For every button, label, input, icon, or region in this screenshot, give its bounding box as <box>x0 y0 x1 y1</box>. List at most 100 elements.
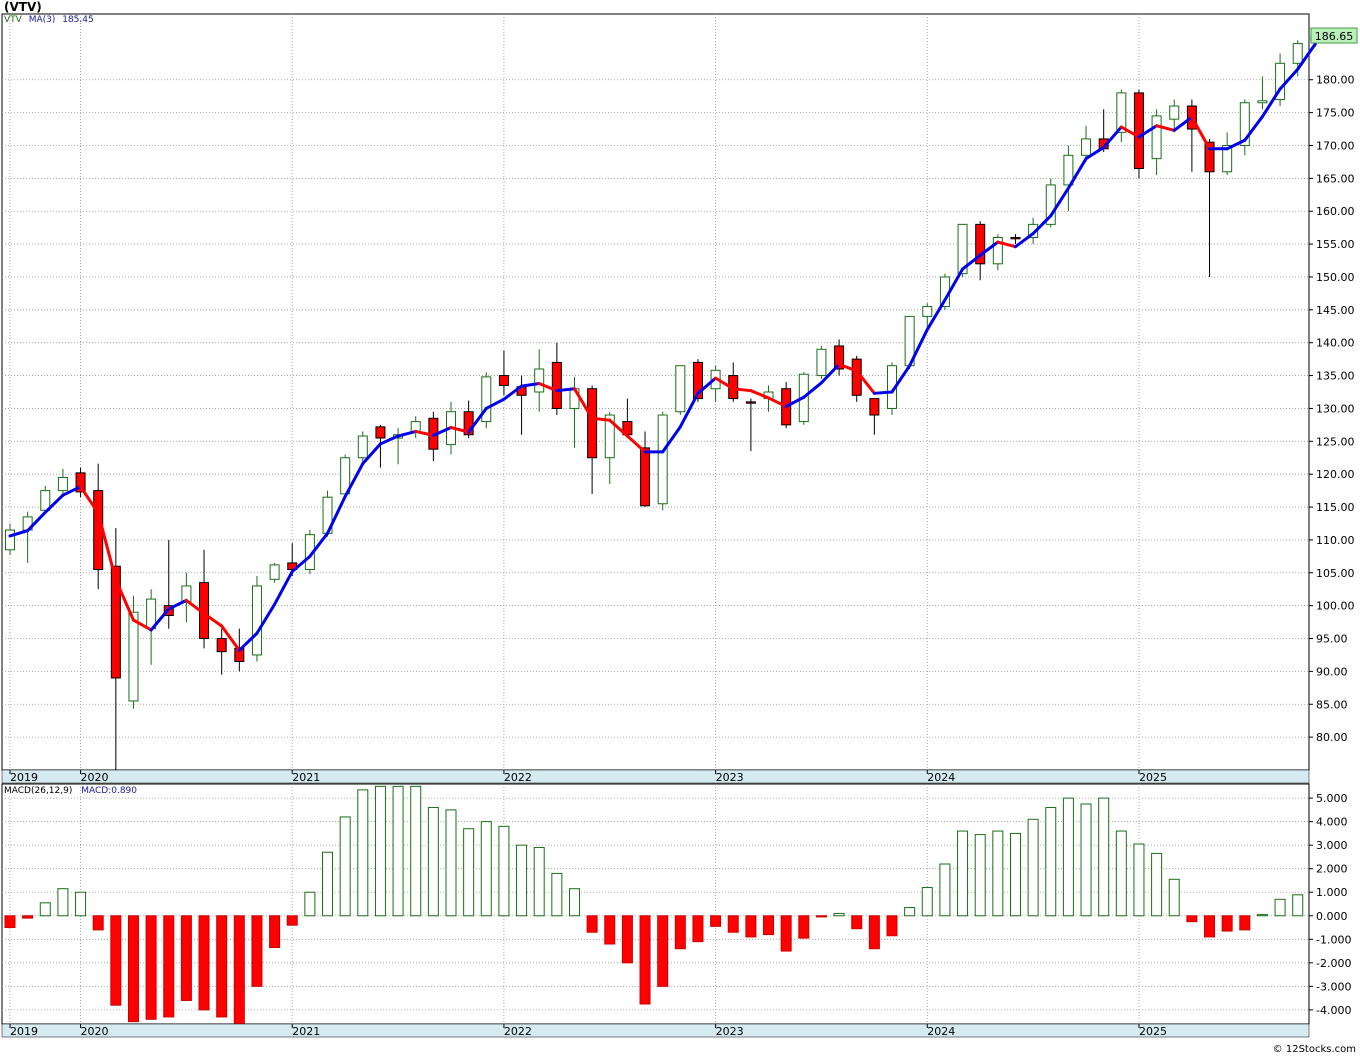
macd-bar <box>851 915 863 930</box>
ma-segment <box>784 395 806 408</box>
macd-bar <box>75 891 87 917</box>
ma-segment <box>167 598 188 611</box>
ma-segment <box>131 618 153 632</box>
ma-segment <box>1225 138 1247 151</box>
legend-ma-label: MA(3) <box>28 15 56 25</box>
macd-time-axis-label: 2023 <box>716 1025 744 1038</box>
macd-tick-label: 2.000 <box>1316 863 1348 876</box>
ma-segment <box>572 387 594 420</box>
macd-bar <box>357 789 369 917</box>
ma-segment <box>431 425 453 437</box>
ma-segment <box>61 485 83 497</box>
ma-segment <box>220 624 241 652</box>
macd-time-axis-label: 2025 <box>1139 1025 1167 1038</box>
macd-bar <box>286 915 298 926</box>
macd-bar <box>180 915 192 1001</box>
ma-segment <box>79 485 100 515</box>
macd-bar <box>568 888 580 917</box>
candle-body <box>975 223 986 265</box>
candle-body <box>816 348 827 377</box>
macd-bar <box>833 912 845 917</box>
ma-segment <box>590 416 612 422</box>
macd-bar <box>710 915 722 927</box>
ma-segment <box>1013 232 1035 249</box>
candle-body <box>1292 43 1303 64</box>
candle-body <box>1169 105 1180 120</box>
time-axis-label: 2020 <box>81 771 109 784</box>
time-axis-label: 2023 <box>716 771 744 784</box>
price-tick-label: 165.00 <box>1316 172 1355 185</box>
macd-tick-label: 5.000 <box>1316 792 1348 805</box>
macd-bar <box>886 915 898 937</box>
macd-tick-label: -3.000 <box>1316 980 1351 993</box>
macd-bar <box>780 915 792 952</box>
macd-bar <box>4 915 16 929</box>
ma-segment <box>872 390 894 395</box>
legend-ma-value: 185.45 <box>62 15 94 25</box>
ma-segment <box>326 495 347 535</box>
ma-segment <box>1296 42 1317 71</box>
ma-segment <box>608 418 629 438</box>
candle-body <box>957 223 968 275</box>
macd-bar <box>516 844 528 917</box>
macd-bar <box>1045 807 1057 917</box>
macd-bar <box>586 915 598 933</box>
ma-segment <box>26 510 47 533</box>
macd-bar <box>198 915 210 1011</box>
candle-body <box>1239 102 1250 146</box>
candle-body <box>604 414 615 459</box>
time-axis-label: 2022 <box>504 771 532 784</box>
price-tick-label: 120.00 <box>1316 468 1355 481</box>
ma-segment <box>1278 67 1300 91</box>
ma-segment <box>925 298 947 332</box>
candle-body <box>1116 92 1127 133</box>
time-axis-label: 2021 <box>292 771 320 784</box>
macd-bar <box>39 902 51 917</box>
macd-bar <box>463 828 475 917</box>
macd-bar <box>815 915 827 918</box>
candle-body <box>251 585 262 656</box>
ma-segment <box>749 389 771 400</box>
ma-segment <box>255 602 277 635</box>
price-tick-label: 140.00 <box>1316 337 1355 350</box>
macd-bar <box>798 915 810 939</box>
macd-bar <box>604 915 616 945</box>
ma-segment <box>1031 214 1053 236</box>
price-legend: VTV MA(3) 185.45 <box>4 15 94 25</box>
price-tick-label: 95.00 <box>1316 633 1348 646</box>
macd-bar <box>1151 852 1163 917</box>
ma-segment <box>1049 186 1070 218</box>
candle-body <box>1010 237 1021 240</box>
ma-segment <box>1119 125 1141 139</box>
candle-body <box>1063 154 1074 186</box>
macd-bar <box>1062 797 1074 917</box>
macd-bar <box>480 821 492 917</box>
ma-segment <box>890 364 912 394</box>
ma-segment <box>537 381 559 393</box>
macd-bar <box>22 915 34 919</box>
candle-body <box>181 585 192 603</box>
macd-bar <box>410 785 422 917</box>
ma-segment <box>343 462 365 499</box>
macd-time-axis-strip <box>1 1023 1310 1038</box>
macd-bar <box>322 851 334 917</box>
macd-bar <box>216 915 228 1018</box>
ma-segment <box>184 598 206 616</box>
macd-time-axis-label: 2022 <box>504 1025 532 1038</box>
ma-segment <box>8 529 30 538</box>
ma-segment <box>396 429 418 438</box>
ma-segment <box>449 425 471 434</box>
ma-segment <box>678 391 700 429</box>
macd-bar <box>763 915 775 936</box>
macd-bar <box>110 915 122 1006</box>
macd-bar <box>304 891 316 917</box>
macd-tick-label: -1.000 <box>1316 933 1351 946</box>
candle-body <box>1204 141 1215 173</box>
candle-body <box>640 447 651 507</box>
ma-segment <box>43 493 65 514</box>
macd-bar <box>657 915 669 987</box>
ma-segment <box>1102 125 1123 149</box>
macd-bar <box>163 915 175 1018</box>
price-tick-label: 180.00 <box>1316 74 1355 87</box>
